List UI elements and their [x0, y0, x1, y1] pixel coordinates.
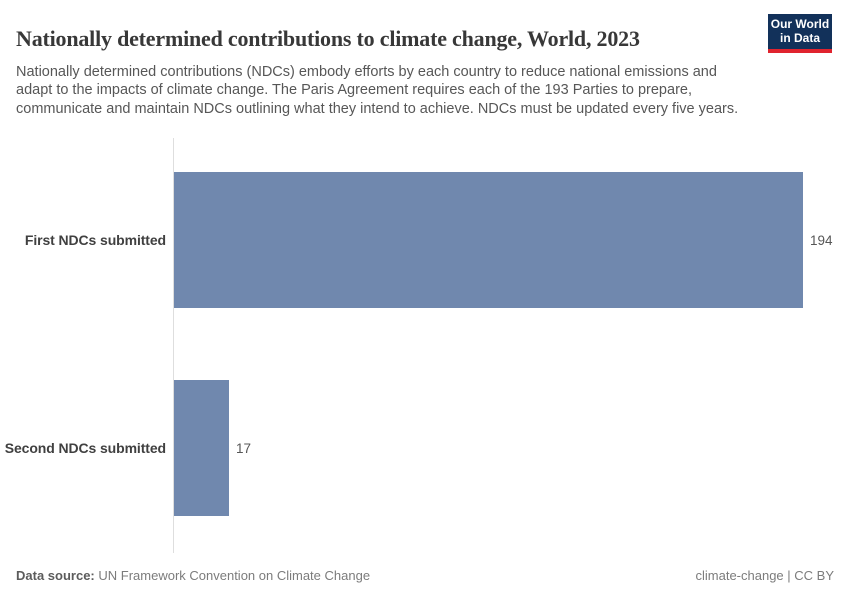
chart-subtitle: Nationally determined contributions (NDC…: [16, 63, 739, 117]
bar-row-first-ndcs: First NDCs submitted 194: [0, 172, 842, 308]
data-source-note: Data source: UN Framework Convention on …: [16, 568, 370, 583]
bar-second-ndcs[interactable]: [174, 380, 229, 516]
data-source-label: Data source:: [16, 568, 95, 583]
owid-logo-line2: in Data: [779, 31, 820, 45]
category-label-second-ndcs: Second NDCs submitted: [4, 440, 166, 456]
y-axis-line: [173, 138, 174, 553]
category-label-first-ndcs: First NDCs submitted: [24, 232, 166, 248]
bar-first-ndcs[interactable]: [174, 172, 803, 308]
chart-title: Nationally determined contributions to c…: [16, 25, 640, 51]
owid-logo-line1: Our World: [770, 17, 830, 31]
bar-row-second-ndcs: Second NDCs submitted 17: [0, 380, 842, 516]
value-label-first-ndcs: 194: [810, 232, 833, 248]
owid-logo[interactable]: Our World in Data: [768, 14, 832, 53]
chart-footer: Data source: UN Framework Convention on …: [16, 568, 834, 583]
value-label-second-ndcs: 17: [236, 440, 252, 456]
data-source-value: UN Framework Convention on Climate Chang…: [98, 568, 371, 583]
license-note[interactable]: climate-change | CC BY: [695, 568, 835, 583]
